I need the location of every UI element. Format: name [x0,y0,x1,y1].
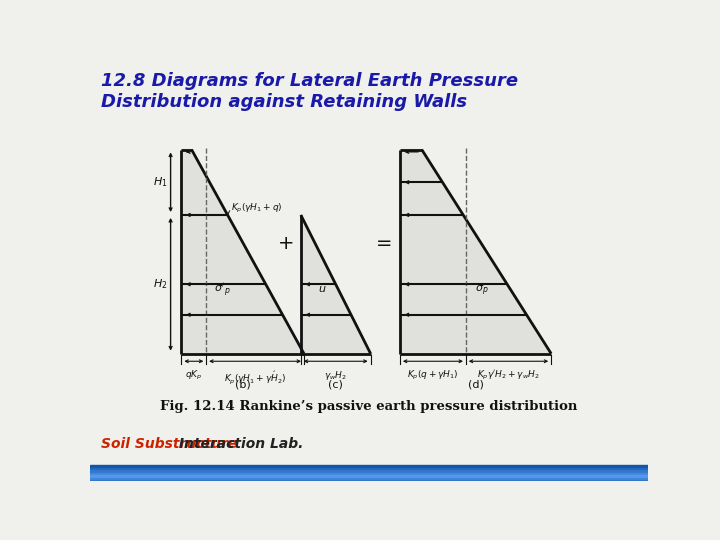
Text: Fig. 12.14 Rankine’s passive earth pressure distribution: Fig. 12.14 Rankine’s passive earth press… [161,400,577,413]
Text: (d): (d) [467,380,484,390]
Bar [90,480,648,483]
Bar [90,470,648,473]
Text: $\sigma_p$: $\sigma_p$ [475,283,489,298]
Text: $H_1$: $H_1$ [153,176,168,189]
Bar [90,465,648,468]
Bar [90,472,648,476]
Text: $K_p(\gamma H_1 + q)$: $K_p(\gamma H_1 + q)$ [230,202,282,215]
Bar [90,468,648,471]
Bar [90,467,648,481]
Text: $qK_p$: $qK_p$ [185,369,202,382]
Text: (b): (b) [235,380,251,390]
Text: =: = [377,234,392,253]
Text: 12.8 Diagrams for Lateral Earth Pressure
Distribution against Retaining Walls: 12.8 Diagrams for Lateral Earth Pressure… [101,72,518,111]
Text: $u$: $u$ [318,284,326,294]
Text: $H_2$: $H_2$ [153,278,168,291]
Text: Soil Substructure: Soil Substructure [101,437,237,451]
Bar [90,485,648,488]
Polygon shape [181,150,304,354]
Text: $\sigma'_p$: $\sigma'_p$ [214,282,230,299]
Text: +: + [278,234,294,253]
Text: (c): (c) [328,380,343,390]
Bar [90,488,648,490]
Bar [90,477,648,481]
Text: $K_p(\gamma H_1 + \gamma\' H_2)$: $K_p(\gamma H_1 + \gamma\' H_2)$ [224,369,286,386]
Text: $K_p\gamma' H_2 + \gamma_w H_2$: $K_p\gamma' H_2 + \gamma_w H_2$ [477,369,540,382]
Bar [90,482,648,485]
Text: $K_p(q + \gamma H_1)$: $K_p(q + \gamma H_1)$ [408,369,459,382]
Polygon shape [301,215,371,354]
Text: Interaction Lab.: Interaction Lab. [174,437,304,451]
Polygon shape [400,150,551,354]
Bar [90,475,648,478]
Text: $\gamma_w H_2$: $\gamma_w H_2$ [324,369,347,382]
